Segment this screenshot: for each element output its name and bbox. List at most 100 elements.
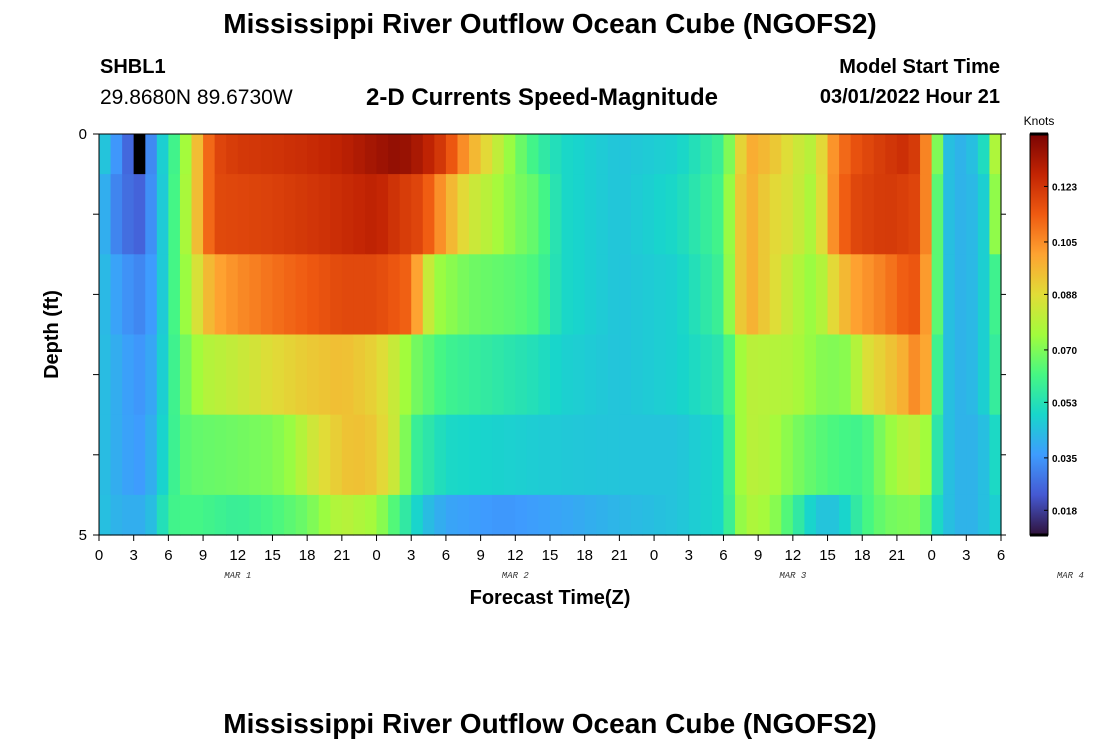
heatmap-cell xyxy=(445,174,459,255)
heatmap-cell xyxy=(492,334,505,416)
heatmap-cell xyxy=(272,174,285,255)
heatmap-cell xyxy=(526,334,540,416)
heatmap-cell xyxy=(781,254,794,336)
heatmap-cell xyxy=(630,334,644,416)
heatmap-cell xyxy=(596,414,609,496)
x-tick-label: 6 xyxy=(719,547,727,564)
heatmap-cell xyxy=(341,334,355,416)
heatmap-cell xyxy=(480,334,493,416)
heatmap-cell xyxy=(515,494,528,536)
heatmap-cell xyxy=(654,134,667,175)
heatmap-cell xyxy=(850,174,863,255)
heatmap-cell xyxy=(619,174,632,255)
heatmap-cell xyxy=(896,134,910,175)
heatmap-cell xyxy=(850,494,863,536)
heatmap-cell xyxy=(630,494,644,536)
heatmap-cell xyxy=(295,334,308,416)
heatmap-cell xyxy=(434,174,447,255)
heatmap-cell xyxy=(781,134,794,175)
heatmap-cell xyxy=(792,174,806,255)
heatmap-cell xyxy=(573,334,586,416)
heatmap-cell xyxy=(607,134,620,175)
heatmap-cell xyxy=(168,174,181,255)
colorbar-gradient xyxy=(1029,133,1049,536)
heatmap-cell xyxy=(179,414,193,496)
heatmap-cell xyxy=(642,134,655,175)
heatmap-cell xyxy=(353,254,366,336)
heatmap-cell xyxy=(630,254,644,336)
heatmap-cell xyxy=(295,494,308,536)
heatmap-cell xyxy=(260,334,274,416)
heatmap-cell xyxy=(723,254,736,336)
heatmap-cell xyxy=(839,254,852,336)
colorbar: 0.123 0.105 0.088 0.070 0.053 0.035 0.018 Knots xyxy=(1024,114,1077,537)
heatmap-cell xyxy=(492,254,505,336)
heatmap-cell xyxy=(422,174,435,255)
heatmap-cell xyxy=(746,334,759,416)
heatmap-cell xyxy=(827,334,840,416)
heatmap-cell xyxy=(445,134,459,175)
x-axis-title: Forecast Time(Z) xyxy=(470,587,631,609)
heatmap-cell xyxy=(711,174,725,255)
heatmap-cell xyxy=(711,414,725,496)
colorbar-tick-label: 0.123 xyxy=(1052,182,1077,193)
heatmap-cell xyxy=(665,254,678,336)
heatmap-cell xyxy=(156,254,169,336)
heatmap-cell xyxy=(943,134,956,175)
heatmap-cell xyxy=(908,134,921,175)
heatmap-cell xyxy=(943,334,956,416)
heatmap-cell xyxy=(723,334,736,416)
heatmap-cell xyxy=(237,494,250,536)
heatmap-cell xyxy=(538,494,551,536)
heatmap-cell xyxy=(688,414,701,496)
heatmap-cell xyxy=(596,174,609,255)
x-tick-label: 15 xyxy=(264,547,281,564)
heatmap-cell xyxy=(550,134,563,175)
y-axis: 05 xyxy=(79,126,1006,544)
heatmap-cell xyxy=(954,334,967,416)
colorbar-tick-label: 0.035 xyxy=(1052,454,1077,465)
heatmap-cell xyxy=(538,414,551,496)
heatmap-cell xyxy=(792,334,806,416)
heatmap-cell xyxy=(735,174,748,255)
heatmap-cell xyxy=(943,494,956,536)
x-tick-label: 6 xyxy=(997,547,1005,564)
heatmap-cell xyxy=(226,414,239,496)
heatmap-cell xyxy=(237,134,250,175)
heatmap-cell xyxy=(596,254,609,336)
heatmap-cell xyxy=(133,254,146,336)
heatmap-cell xyxy=(920,254,933,336)
heatmap-cell xyxy=(249,494,262,536)
x-tick-label: 0 xyxy=(372,547,380,564)
heatmap-cell xyxy=(272,494,285,536)
heatmap-cell xyxy=(607,254,620,336)
heatmap-cell xyxy=(943,254,956,336)
heatmap-cell xyxy=(110,414,123,496)
heatmap-cell xyxy=(769,494,782,536)
heatmap-cell xyxy=(434,334,447,416)
heatmap-cell xyxy=(630,414,644,496)
heatmap-cell xyxy=(677,134,690,175)
heatmap-cell xyxy=(457,414,470,496)
heatmap-cell xyxy=(353,134,366,175)
heatmap-cell xyxy=(688,494,701,536)
x-tick-label: 21 xyxy=(611,547,628,564)
heatmap-cell xyxy=(411,334,424,416)
heatmap-cell xyxy=(839,134,852,175)
heatmap-cell xyxy=(920,134,933,175)
heatmap-cell xyxy=(145,334,158,416)
y-tick-label: 0 xyxy=(79,126,87,143)
heatmap-cell xyxy=(677,254,690,336)
heatmap-cell xyxy=(550,334,563,416)
heatmap-cell xyxy=(411,134,424,175)
heatmap-cell xyxy=(584,174,597,255)
heatmap-cell xyxy=(179,494,193,536)
colorbar-tick-label: 0.053 xyxy=(1052,398,1077,409)
heatmap-cell xyxy=(445,494,459,536)
heatmap-cell xyxy=(330,414,343,496)
date-label: MAR 4 xyxy=(1057,571,1084,581)
heatmap-cell xyxy=(457,254,470,336)
heatmap-cell xyxy=(735,334,748,416)
x-tick-label: 6 xyxy=(442,547,450,564)
